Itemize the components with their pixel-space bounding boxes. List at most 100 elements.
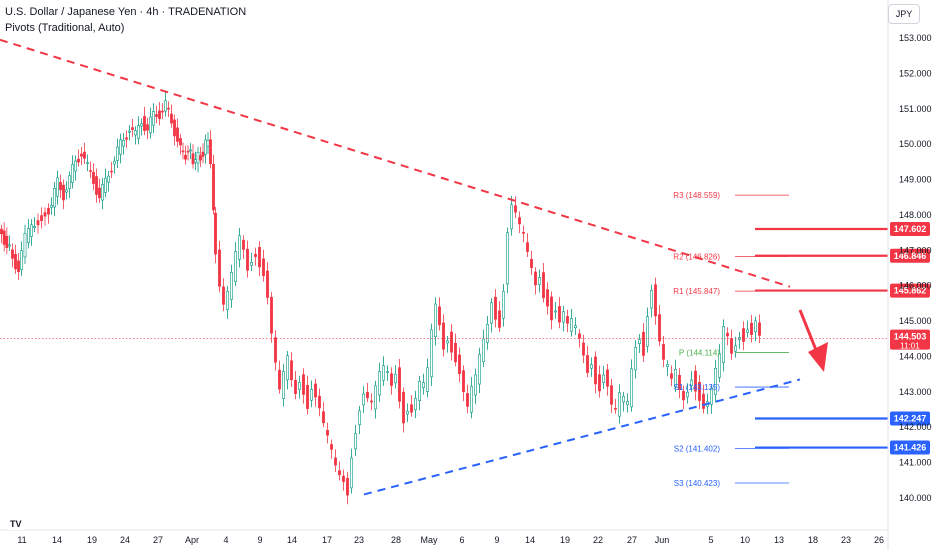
candle-body xyxy=(546,289,549,307)
candle-body xyxy=(526,242,529,252)
currency-button[interactable]: JPY xyxy=(888,4,920,24)
candle-body xyxy=(438,306,441,326)
time-tick-label: 26 xyxy=(874,535,884,545)
support-level-1-badge xyxy=(890,411,930,426)
candle-body xyxy=(306,384,309,409)
resistance-level-1-badge xyxy=(890,222,930,237)
candle-body xyxy=(402,391,405,424)
candle-body xyxy=(514,205,517,213)
candle-body xyxy=(119,139,122,155)
time-tick-label: 9 xyxy=(257,535,262,545)
candle-body xyxy=(370,400,373,403)
candle-body xyxy=(498,310,501,328)
candle-body xyxy=(164,100,167,112)
candle-body xyxy=(394,374,397,384)
candle-body xyxy=(726,332,729,337)
candle-body xyxy=(212,164,215,211)
time-tick-label: Apr xyxy=(185,535,199,545)
candle-body xyxy=(189,149,192,152)
candle-body xyxy=(125,137,128,140)
candle-body xyxy=(242,239,245,250)
candle-body xyxy=(502,291,505,319)
candle-body xyxy=(282,371,285,399)
pivot-label-s3: S3 (140.423) xyxy=(674,479,721,488)
candle-body xyxy=(80,153,83,157)
candle-body xyxy=(574,325,577,328)
price-tick-label: 144.000 xyxy=(899,351,932,361)
candle-body xyxy=(184,154,187,160)
tradingview-logo[interactable]: TV xyxy=(8,518,24,530)
candle-body xyxy=(191,153,195,165)
candle-body xyxy=(278,369,281,390)
candle-body xyxy=(430,329,433,378)
price-tick-label: 147.000 xyxy=(899,245,932,255)
time-tick-label: 28 xyxy=(391,535,401,545)
candle-body xyxy=(250,262,253,266)
candle-body xyxy=(606,369,609,387)
candle-body xyxy=(23,233,27,258)
time-tick-label: 13 xyxy=(774,535,784,545)
candle-body xyxy=(83,151,86,159)
candle-body xyxy=(698,381,701,401)
last-price-value: 144.503 xyxy=(894,332,927,342)
candle-body xyxy=(638,339,641,344)
resistance-level-3-badge xyxy=(890,283,930,298)
candle-body xyxy=(107,175,110,183)
support-trendline[interactable] xyxy=(363,378,801,496)
candle-body xyxy=(602,374,605,383)
candle-body xyxy=(518,217,521,225)
time-tick-label: 24 xyxy=(120,535,130,545)
indicator-label[interactable]: Pivots (Traditional, Auto) xyxy=(5,22,125,34)
candle-body xyxy=(414,398,417,411)
time-tick-label: 23 xyxy=(841,535,851,545)
candle-body xyxy=(742,328,745,342)
candle-body xyxy=(358,410,361,426)
candle-body xyxy=(137,125,140,139)
candle-body xyxy=(406,410,409,415)
candle-body xyxy=(104,177,107,193)
candle-body xyxy=(59,182,62,191)
resistance-trendline[interactable] xyxy=(0,38,791,288)
candle-body xyxy=(65,189,68,193)
pivots-layer: R3 (148.559) R2 (146.826) R1 (145.847) P (1… xyxy=(673,191,789,488)
trendlines-layer xyxy=(0,38,888,496)
candle-body xyxy=(86,162,89,164)
candle-body xyxy=(199,155,202,161)
candle-body xyxy=(522,231,525,234)
time-tick-label: 4 xyxy=(223,535,228,545)
candle-body xyxy=(310,388,313,401)
candle-body xyxy=(530,258,533,269)
last-price-badge xyxy=(890,329,930,350)
candle-body xyxy=(110,170,113,173)
pivot-label-s1: S1 (143.135) xyxy=(674,383,721,392)
candle-body xyxy=(506,232,509,285)
candle-body xyxy=(176,127,179,142)
candle-body xyxy=(155,114,158,117)
candle-body xyxy=(322,411,325,424)
candle-body xyxy=(346,477,349,496)
candle-body xyxy=(386,371,389,374)
levels-layer: 147.602 146.846 145.862 142.247 141.426 144.5… xyxy=(755,222,930,455)
price-tick-label: 141.000 xyxy=(899,458,932,468)
candle-body xyxy=(662,344,665,360)
candle-body xyxy=(378,371,381,396)
price-tick-label: 152.000 xyxy=(899,68,932,78)
time-tick-label: 27 xyxy=(153,535,163,545)
candle-body xyxy=(570,318,573,332)
candle-body xyxy=(11,249,14,259)
candle-body xyxy=(209,139,212,165)
time-tick-label: 14 xyxy=(525,535,535,545)
candle-body xyxy=(666,364,669,367)
candle-body xyxy=(458,354,461,375)
candle-body xyxy=(161,110,164,113)
candle-body xyxy=(734,345,737,352)
pivot-label-r1: R1 (145.847) xyxy=(673,287,720,296)
candle-body xyxy=(478,354,481,385)
candle-body xyxy=(92,171,95,184)
candle-body xyxy=(686,391,689,398)
candle-body xyxy=(179,138,182,146)
pivot-label-r2: R2 (146.826) xyxy=(673,252,720,261)
price-tick-label: 151.000 xyxy=(899,104,932,114)
candle-body xyxy=(582,342,585,356)
